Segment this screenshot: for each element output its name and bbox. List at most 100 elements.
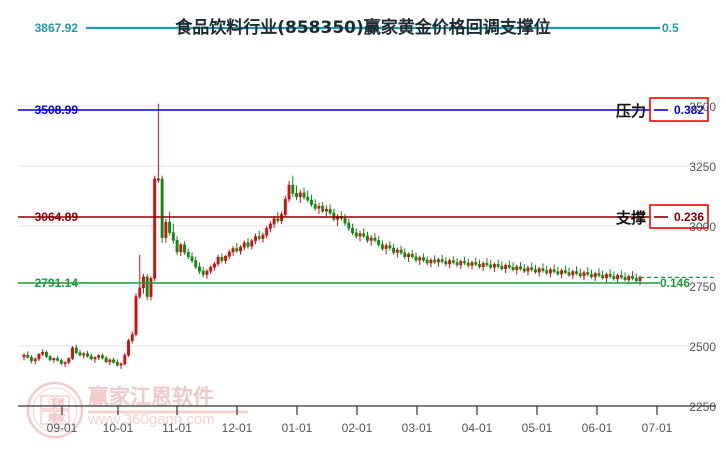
candle-body — [582, 272, 586, 277]
candle-body — [474, 262, 478, 265]
watermark-seal-top: 江恩 — [48, 397, 66, 409]
candle-body — [519, 266, 522, 270]
x-axis-tick: 02-01 — [342, 421, 373, 435]
candle-body — [451, 260, 455, 263]
candle-body — [612, 276, 616, 280]
candle-body — [145, 276, 149, 297]
candle-body — [205, 270, 209, 275]
candle-body — [317, 206, 321, 209]
candle-body — [526, 267, 530, 272]
candle-body — [492, 264, 496, 268]
watermark-url: www.360gann.com — [87, 411, 215, 428]
candle-body — [291, 184, 295, 194]
candle-body — [418, 257, 422, 261]
fib-ratio-label-0-5: 0.5 — [662, 21, 679, 35]
candle-body — [500, 266, 504, 270]
fib-price-label-0-236: 3064.89 — [35, 210, 79, 224]
candle-series — [22, 103, 642, 370]
candle-body — [470, 262, 474, 266]
y-axis-tick: 2750 — [689, 280, 716, 294]
candle-body — [298, 192, 302, 198]
candle-body — [175, 240, 179, 253]
candle-body — [190, 256, 194, 261]
candle-body — [86, 353, 89, 357]
candle-body — [149, 278, 153, 297]
candle-body — [108, 359, 112, 363]
candle-body — [623, 277, 627, 281]
candle-body — [388, 245, 392, 249]
fib-price-label-0-5: 3867.92 — [35, 21, 79, 35]
candle-body — [257, 236, 261, 239]
candle-body — [160, 178, 164, 238]
y-axis-right[interactable]: 3500 3250 3000 2750 2500 2250 — [689, 100, 716, 414]
candle-body — [463, 261, 466, 264]
candle-body — [455, 262, 459, 266]
candle-body — [268, 223, 272, 229]
candle-body — [44, 351, 48, 357]
candle-body — [235, 248, 239, 252]
candle-body — [246, 242, 250, 247]
candle-body — [578, 273, 582, 277]
candle-body — [127, 340, 130, 356]
x-axis[interactable]: 09-01 10-01 11-01 12-01 01-01 02-01 03-01 04-01… — [18, 405, 716, 435]
candle-body — [168, 221, 172, 234]
candle-body — [104, 357, 108, 363]
fib-ratio-label-0-382: 0.382 — [674, 103, 704, 117]
candle-body — [22, 354, 26, 358]
candle-body — [254, 236, 257, 242]
candle-body — [26, 354, 30, 358]
candle-body — [631, 276, 634, 279]
candle-body — [67, 358, 71, 363]
candle-body — [231, 248, 235, 253]
candle-body — [261, 234, 265, 239]
x-axis-tick: 04-01 — [462, 421, 493, 435]
candle-body — [194, 260, 198, 268]
candle-body — [478, 264, 481, 268]
candle-body — [545, 270, 549, 274]
y-axis-tick: 3000 — [689, 220, 716, 234]
x-axis-tick: 12-01 — [222, 421, 253, 435]
candle-body — [78, 352, 82, 356]
fib-ratio-box-0-382[interactable] — [649, 97, 709, 122]
candle-body — [362, 233, 366, 237]
fib-ratio-box-0-236[interactable] — [649, 204, 709, 229]
candle-body — [377, 240, 381, 246]
candle-body — [601, 275, 605, 279]
candle-body — [242, 242, 246, 248]
candle-body — [489, 264, 493, 268]
candle-body — [358, 233, 362, 237]
candle-body — [220, 256, 224, 261]
candle-body — [89, 355, 93, 360]
candle-body — [119, 363, 123, 366]
candle-body — [183, 244, 186, 253]
candle-body — [283, 198, 287, 215]
fib-price-label-0-382: 3508.99 — [35, 103, 79, 117]
y-axis-tick: 3500 — [689, 100, 716, 114]
candle-body — [186, 252, 190, 258]
y-axis-tick: 3250 — [689, 160, 716, 174]
candle-body — [496, 264, 500, 267]
x-axis-tick: 11-01 — [162, 421, 192, 435]
candle-body — [369, 237, 373, 241]
candle-body — [552, 269, 556, 272]
candle-body — [115, 362, 119, 366]
candle-body — [619, 275, 623, 278]
candle-body — [130, 334, 134, 342]
candle-body — [616, 275, 620, 280]
x-axis-tick: 07-01 — [642, 421, 673, 435]
candle-body — [52, 358, 56, 361]
candle-body — [306, 196, 310, 201]
candle-body — [153, 178, 157, 279]
candle-body — [534, 269, 537, 273]
candle-body — [310, 199, 313, 205]
candle-body — [522, 268, 526, 272]
candle-body — [33, 358, 37, 362]
candle-body — [444, 261, 448, 265]
fib-annotation-support: 支撑 — [615, 209, 646, 227]
candle-body — [328, 208, 332, 214]
candle-body — [459, 261, 463, 266]
candle-body — [485, 263, 489, 266]
candle-body — [504, 265, 508, 270]
candle-body — [123, 354, 127, 365]
